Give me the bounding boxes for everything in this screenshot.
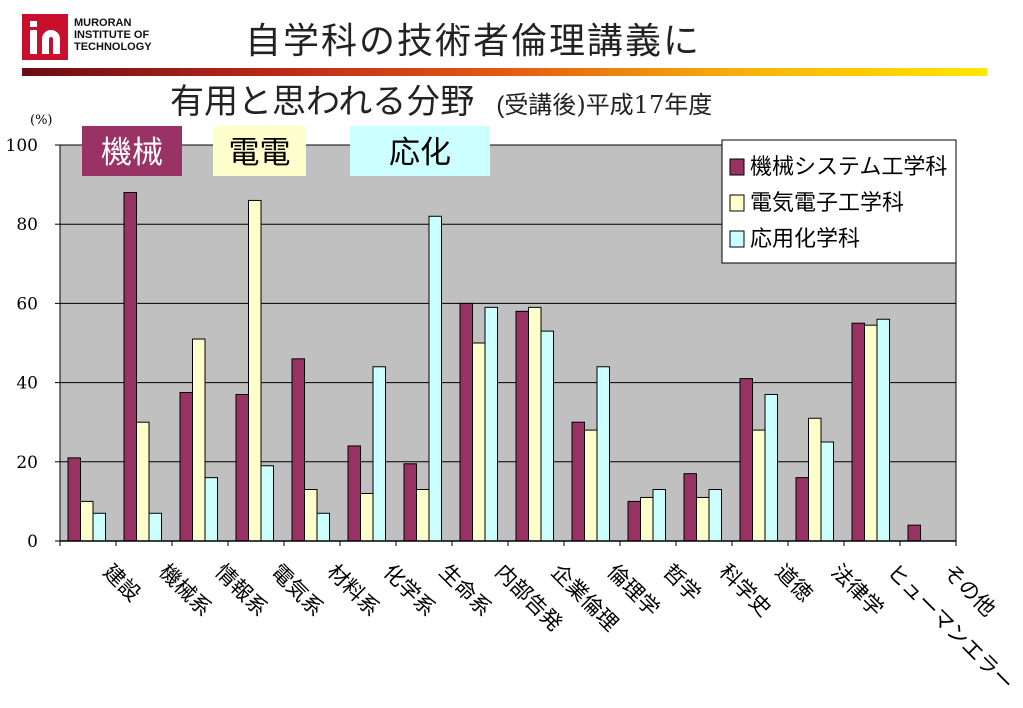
title-line-2: 有用と思われる分野 (受講後)平成17年度 xyxy=(170,74,712,123)
bar-2 xyxy=(360,492,374,542)
tag-label: 応化 xyxy=(389,135,451,171)
bar-1 xyxy=(291,358,305,542)
legend-swatch xyxy=(729,194,745,212)
bar-3 xyxy=(484,306,498,542)
tag-label: 機械 xyxy=(101,135,163,171)
x-tick-label: 建設 xyxy=(98,560,145,607)
x-tick-label: 哲学 xyxy=(658,560,705,607)
tag-box xyxy=(213,126,306,176)
bar-2 xyxy=(304,489,318,542)
title-divider xyxy=(22,68,987,76)
bar-1 xyxy=(403,463,417,542)
bar-2 xyxy=(136,421,150,542)
bar-1 xyxy=(571,421,585,542)
x-tick-label: 法律学 xyxy=(826,560,888,622)
logo-text: MURORAN INSTITUTE OF TECHNOLOGY xyxy=(74,17,152,53)
bar-1 xyxy=(179,392,193,542)
legend-label: 電気電子工学科 xyxy=(750,191,904,216)
x-tick-label: 機械系 xyxy=(154,560,216,622)
bar-2 xyxy=(584,429,598,542)
bar-1 xyxy=(347,445,361,542)
logo-line-3: TECHNOLOGY xyxy=(74,41,152,53)
bar-1 xyxy=(235,393,249,542)
y-tick-label: 80 xyxy=(16,215,38,235)
bar-1 xyxy=(683,473,697,542)
tag-box xyxy=(82,126,182,176)
bar-1 xyxy=(515,310,529,542)
bar-1 xyxy=(123,192,137,542)
legend-swatch xyxy=(729,158,745,176)
bar-3 xyxy=(428,215,442,542)
legend-label: 応用化学科 xyxy=(750,227,860,252)
bar-3 xyxy=(764,393,778,542)
bar-2 xyxy=(472,342,486,542)
logo-line-1: MURORAN xyxy=(74,17,132,29)
bar-2 xyxy=(416,489,430,542)
title-main: 有用と思われる分野 xyxy=(170,82,475,122)
bar-3 xyxy=(876,318,890,542)
bar-3 xyxy=(316,512,330,542)
tag-label: 電電 xyxy=(229,135,291,171)
y-tick-label: 20 xyxy=(16,453,38,473)
bar-2 xyxy=(528,306,542,542)
bar-2 xyxy=(696,496,710,542)
bar-2 xyxy=(864,324,878,542)
bar-3 xyxy=(92,512,106,542)
bar-1 xyxy=(795,477,809,542)
bar-1 xyxy=(907,524,921,542)
y-tick-label: 100 xyxy=(6,136,38,156)
legend-swatch xyxy=(729,230,745,248)
legend-label: 機械システム工学科 xyxy=(750,155,947,180)
x-tick-label: 化学系 xyxy=(378,560,440,622)
x-tick-label: 生命系 xyxy=(434,560,496,622)
bar-2 xyxy=(752,429,766,542)
legend xyxy=(721,139,957,264)
bar-1 xyxy=(851,322,865,542)
bar-3 xyxy=(204,477,218,542)
bar-2 xyxy=(640,496,654,542)
y-tick-label: 0 xyxy=(27,532,38,552)
x-tick-label: 材料系 xyxy=(322,560,384,622)
bar-3 xyxy=(708,489,722,542)
bar-2 xyxy=(80,500,94,542)
bar-3 xyxy=(596,366,610,542)
title-sub: (受講後)平成17年度 xyxy=(496,91,713,119)
y-tick-label: 60 xyxy=(16,294,38,314)
bar-3 xyxy=(148,512,162,542)
logo: MURORAN INSTITUTE OF TECHNOLOGY xyxy=(22,14,182,62)
y-axis-label: (%) xyxy=(30,113,53,128)
bar-3 xyxy=(652,489,666,542)
bar-1 xyxy=(627,500,641,542)
bar-2 xyxy=(248,199,262,542)
bar-3 xyxy=(260,465,274,542)
bar-1 xyxy=(67,457,81,542)
title-line-1: 自学科の技術者倫理講義に xyxy=(245,21,702,62)
tag-box xyxy=(350,126,490,176)
y-tick-label: 40 xyxy=(16,374,38,394)
x-tick-label: 道徳 xyxy=(770,560,817,607)
bar-2 xyxy=(192,338,206,542)
bar-1 xyxy=(739,378,753,542)
bar-1 xyxy=(459,302,473,542)
logo-mark-icon xyxy=(22,14,68,60)
x-tick-label: 情報系 xyxy=(210,560,272,622)
bar-3 xyxy=(372,366,386,542)
bar-3 xyxy=(820,441,834,542)
x-tick-label: 科学史 xyxy=(714,560,776,622)
logo-line-2: INSTITUTE OF xyxy=(74,29,150,41)
bar-2 xyxy=(808,417,822,542)
bar-3 xyxy=(540,330,554,542)
x-tick-label: 電気系 xyxy=(266,560,328,622)
